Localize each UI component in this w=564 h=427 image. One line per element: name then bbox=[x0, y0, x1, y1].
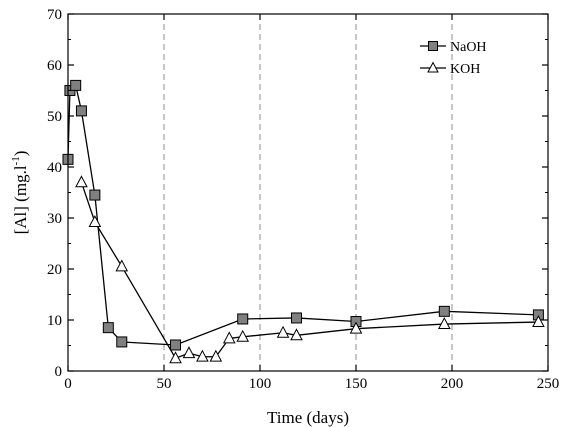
legend-entry-koh: KOH bbox=[420, 62, 480, 77]
point-koh-3 bbox=[170, 352, 181, 362]
x-tick-label-250: 250 bbox=[537, 376, 560, 392]
legend-entry-naoh: NaOH bbox=[420, 40, 487, 55]
y-tick-label-30: 30 bbox=[47, 211, 62, 227]
point-koh-9 bbox=[278, 327, 289, 337]
x-tick-label-0: 0 bbox=[64, 376, 72, 392]
x-tick-label-150: 150 bbox=[345, 376, 368, 392]
y-tick-label-50: 50 bbox=[47, 109, 62, 125]
legend: NaOH KOH bbox=[420, 40, 487, 77]
legend-label-koh: KOH bbox=[450, 62, 480, 77]
y-tick-label-40: 40 bbox=[47, 160, 62, 176]
y-tick-label-10: 10 bbox=[47, 313, 62, 329]
y-axis-label-close: ) bbox=[11, 151, 30, 157]
y-tick-label-70: 70 bbox=[47, 7, 62, 23]
x-tick-label-200: 200 bbox=[441, 376, 464, 392]
x-axis-label: Time (days) bbox=[267, 408, 349, 427]
point-koh-12 bbox=[439, 318, 450, 328]
series-markers bbox=[63, 80, 544, 362]
legend-marker-koh-triangle bbox=[428, 63, 438, 72]
x-tick-label-50: 50 bbox=[157, 376, 172, 392]
x-tick-label-100: 100 bbox=[249, 376, 272, 392]
point-koh-1 bbox=[89, 216, 100, 226]
point-naoh-4 bbox=[90, 190, 100, 200]
y-axis-label-superscript: -1 bbox=[10, 156, 22, 165]
point-naoh-11 bbox=[439, 306, 449, 316]
point-naoh-8 bbox=[238, 314, 248, 324]
point-koh-0 bbox=[76, 176, 87, 186]
y-axis-label-main: [Al] (mg.l bbox=[11, 165, 30, 234]
legend-label-naoh: NaOH bbox=[450, 40, 487, 55]
point-naoh-3 bbox=[76, 106, 86, 116]
series-lines bbox=[68, 85, 538, 358]
y-tick-label-60: 60 bbox=[47, 58, 62, 74]
y-tick-label-20: 20 bbox=[47, 262, 62, 278]
point-naoh-2 bbox=[71, 80, 81, 90]
point-naoh-7 bbox=[171, 340, 181, 350]
vertical-gridlines bbox=[164, 14, 452, 371]
point-naoh-5 bbox=[103, 323, 113, 333]
point-naoh-9 bbox=[291, 313, 301, 323]
legend-marker-naoh-square bbox=[429, 42, 438, 51]
y-tick-label-0: 0 bbox=[55, 364, 63, 380]
series-line-koh bbox=[81, 182, 538, 358]
point-naoh-6 bbox=[117, 337, 127, 347]
y-axis-label: [Al] (mg.l-1) bbox=[10, 151, 30, 235]
point-koh-4 bbox=[183, 347, 194, 357]
series-line-naoh bbox=[68, 85, 538, 345]
point-koh-2 bbox=[116, 261, 127, 271]
